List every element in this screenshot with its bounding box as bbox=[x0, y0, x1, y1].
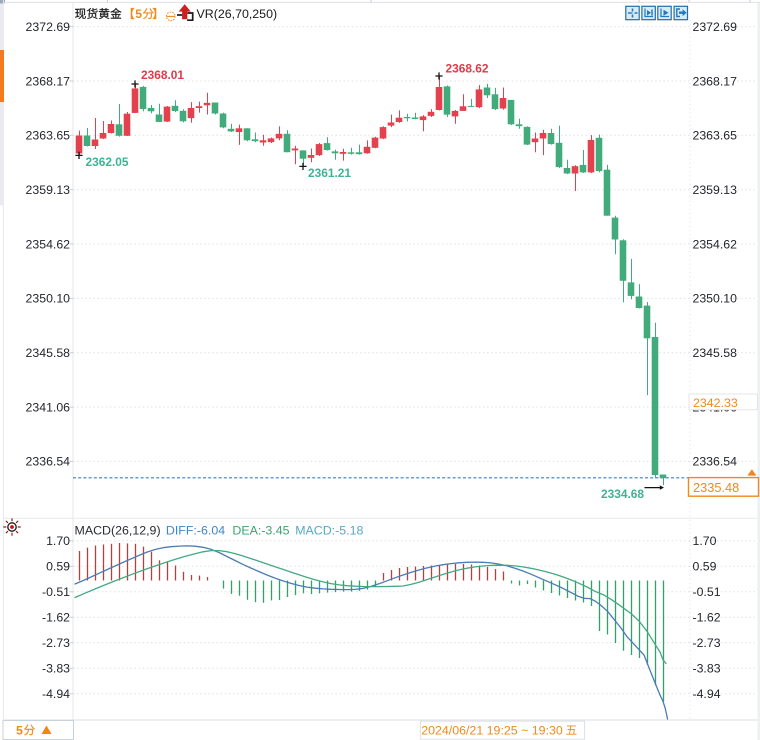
svg-text:2363.65: 2363.65 bbox=[26, 129, 71, 143]
svg-text:2372.69: 2372.69 bbox=[693, 20, 738, 34]
svg-text:2363.65: 2363.65 bbox=[693, 129, 738, 143]
svg-text:-1.62: -1.62 bbox=[42, 611, 70, 625]
svg-text:2368.17: 2368.17 bbox=[26, 74, 71, 88]
svg-text:2368.01: 2368.01 bbox=[141, 68, 184, 82]
svg-text:DIFF:-6.04: DIFF:-6.04 bbox=[166, 524, 225, 538]
svg-text:VR(26,70,250): VR(26,70,250) bbox=[197, 7, 278, 21]
svg-text:-0.51: -0.51 bbox=[693, 585, 721, 599]
svg-text:DEA:-3.45: DEA:-3.45 bbox=[232, 524, 289, 538]
svg-text:2341.06: 2341.06 bbox=[26, 400, 71, 414]
svg-text:2362.05: 2362.05 bbox=[86, 155, 129, 169]
svg-text:0.59: 0.59 bbox=[46, 560, 70, 574]
svg-text:-4.94: -4.94 bbox=[693, 687, 721, 701]
svg-text:2336.54: 2336.54 bbox=[26, 455, 71, 469]
svg-text:2342.33: 2342.33 bbox=[693, 396, 738, 410]
svg-text:1.70: 1.70 bbox=[693, 534, 717, 548]
svg-text:2024/06/21 19:25 ~ 19:30: 2024/06/21 19:25 ~ 19:30 bbox=[421, 723, 563, 737]
svg-text:-0.51: -0.51 bbox=[42, 585, 70, 599]
svg-text:2335.48: 2335.48 bbox=[693, 480, 739, 495]
svg-text:5: 5 bbox=[135, 7, 142, 21]
svg-text:2368.17: 2368.17 bbox=[693, 74, 738, 88]
svg-text:-4.94: -4.94 bbox=[42, 687, 70, 701]
svg-text:0.59: 0.59 bbox=[693, 560, 717, 574]
svg-text:2359.13: 2359.13 bbox=[26, 183, 71, 197]
svg-text:2361.21: 2361.21 bbox=[308, 166, 351, 180]
svg-text:2336.54: 2336.54 bbox=[693, 455, 738, 469]
svg-text:1.70: 1.70 bbox=[46, 534, 70, 548]
svg-text:MACD(26,12,9): MACD(26,12,9) bbox=[75, 524, 161, 538]
svg-text:2354.62: 2354.62 bbox=[26, 237, 71, 251]
svg-text:-3.83: -3.83 bbox=[42, 662, 70, 676]
svg-text:2334.68: 2334.68 bbox=[601, 487, 644, 501]
svg-text:2359.13: 2359.13 bbox=[693, 183, 738, 197]
svg-text:-1.62: -1.62 bbox=[693, 611, 721, 625]
svg-text:2345.58: 2345.58 bbox=[693, 346, 738, 360]
svg-text:2350.10: 2350.10 bbox=[693, 292, 738, 306]
svg-text:2350.10: 2350.10 bbox=[26, 292, 71, 306]
svg-text:-2.73: -2.73 bbox=[693, 636, 721, 650]
svg-text:5: 5 bbox=[16, 724, 23, 738]
svg-text:-2.73: -2.73 bbox=[42, 636, 70, 650]
svg-text:2372.69: 2372.69 bbox=[26, 20, 71, 34]
svg-text:2354.62: 2354.62 bbox=[693, 237, 738, 251]
svg-text:2345.58: 2345.58 bbox=[26, 346, 71, 360]
svg-text:2368.62: 2368.62 bbox=[446, 62, 489, 76]
svg-text:MACD:-5.18: MACD:-5.18 bbox=[295, 524, 363, 538]
svg-text:-3.83: -3.83 bbox=[693, 662, 721, 676]
